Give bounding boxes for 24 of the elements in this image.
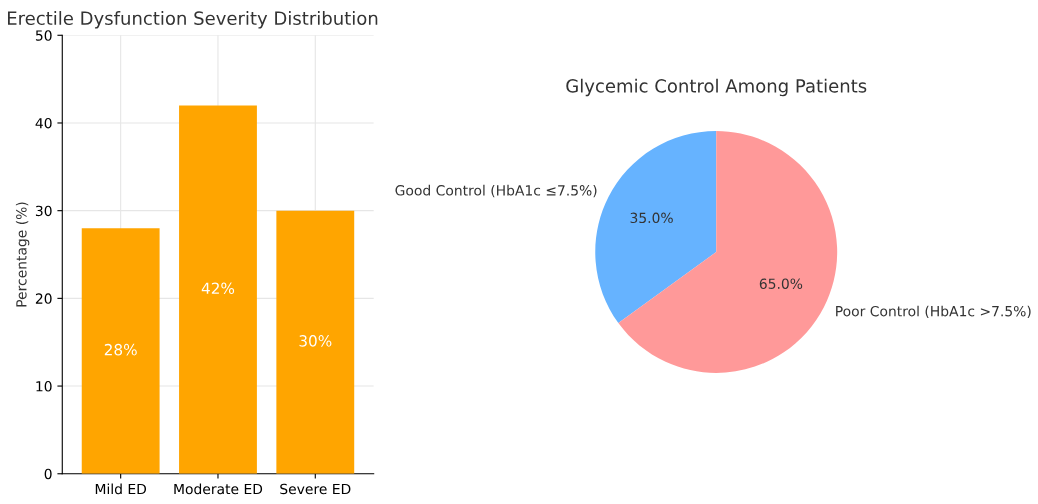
y-tick-label: 30 [35,205,52,217]
bar [276,210,355,474]
bar [81,228,160,474]
data-label: 65.0% [759,278,803,289]
y-axis-title: Percentage (%) [15,202,30,307]
bar [179,105,257,474]
chart-title: Glycemic Control Among Patients [566,78,867,97]
y-tick-label: 20 [35,293,52,304]
pie-slice [595,131,717,324]
data-label: 42% [201,282,235,295]
slice-label: Good Control (HbA1c ≤7.5%) [395,184,597,198]
data-label: 28% [104,343,137,356]
chart-title: Erectile Dysfunction Severity Distribution [8,11,378,29]
data-label: 35.0% [630,212,673,224]
x-tick-label: Severe ED [280,483,351,495]
slice-label: Poor Control (HbA1c >7.5%) [836,305,1031,319]
pie-slice [618,131,838,373]
x-tick-label: Mild ED [95,483,147,495]
data-label: 30% [299,335,332,347]
y-tick-label: 40 [35,117,52,129]
y-tick-label: 10 [36,381,52,392]
x-tick-label: Moderate ED [174,483,263,495]
y-tick-label: 0 [44,468,52,480]
y-tick-label: 50 [35,30,52,41]
